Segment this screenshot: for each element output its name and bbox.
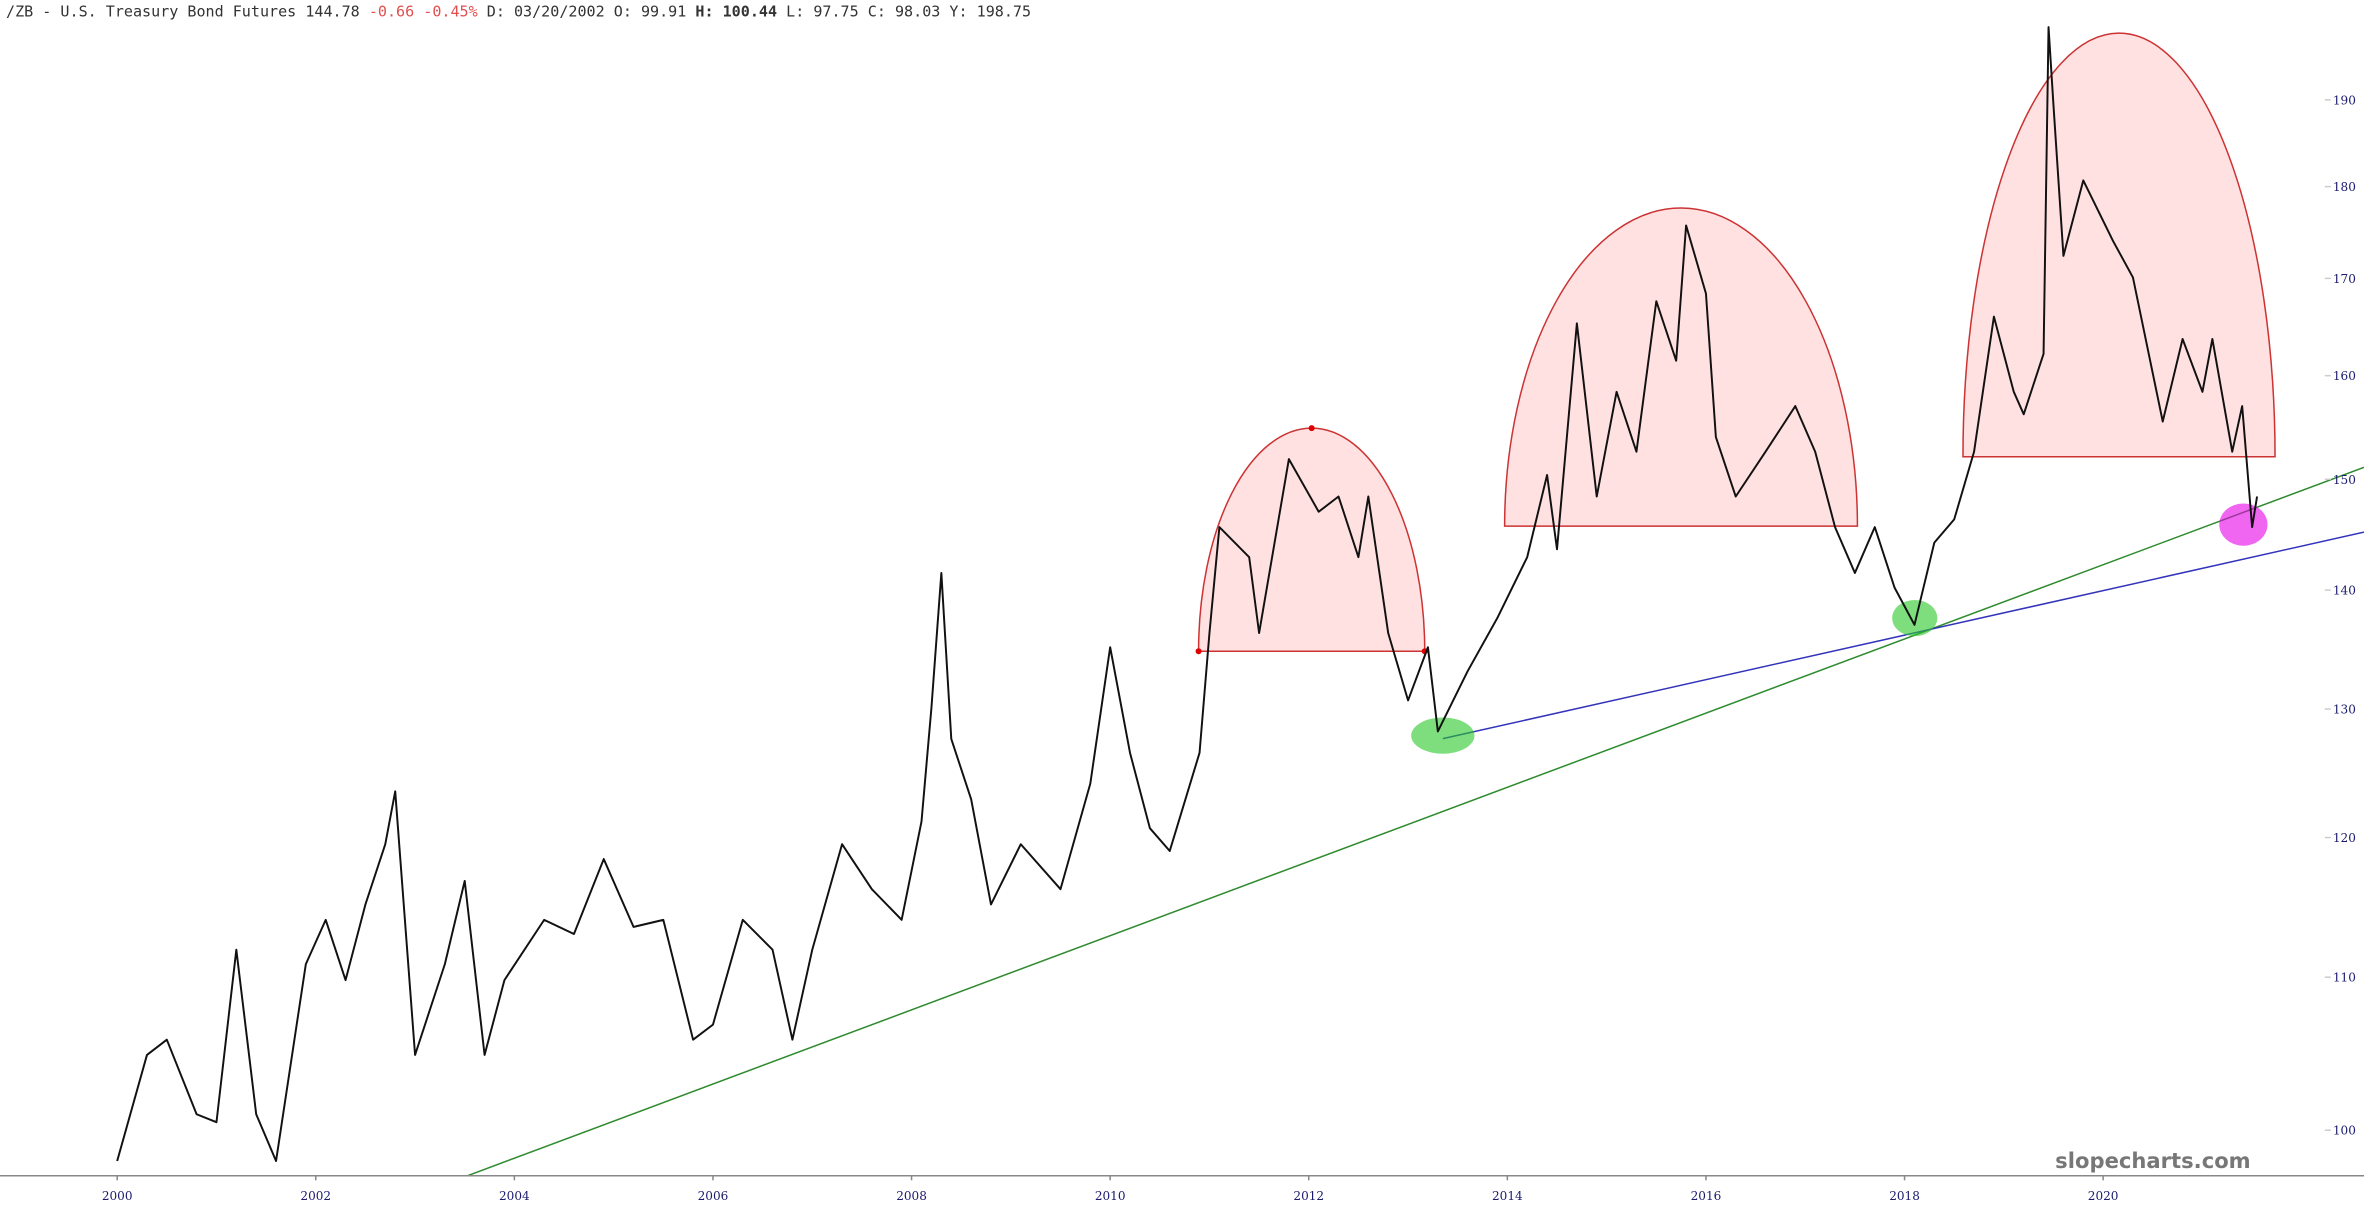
annotations [467,32,2364,1177]
change-pct: -0.45% [423,3,477,21]
change: -0.66 [369,3,414,21]
y-tick-label: 110 [2333,971,2356,985]
dome [1503,207,1859,527]
x-tick-label: 2002 [300,1189,331,1203]
x-tick-label: 2010 [1095,1189,1126,1203]
open: 99.91 [641,3,686,21]
x-tick-label: 2016 [1691,1189,1722,1203]
price-line [116,26,2259,1162]
chart-header: /ZB - U.S. Treasury Bond Futures 144.78 … [6,3,1031,21]
x-tick-label: 2020 [2088,1189,2119,1203]
x-tick-label: 2008 [896,1189,927,1203]
x-tick-label: 2000 [102,1189,133,1203]
watermark: slopecharts.com [2055,1148,2250,1173]
y-tick-label: 160 [2333,369,2356,383]
open-label: O: [614,3,632,21]
y-tick-label: 180 [2333,180,2356,194]
high-label: H: [695,3,713,21]
low: 97.75 [813,3,858,21]
close: 98.03 [895,3,940,21]
y-value: 198.75 [977,3,1031,21]
low-label: L: [786,3,804,21]
x-tick-label: 2012 [1293,1189,1324,1203]
x-tick-label: 2006 [698,1189,729,1203]
last: 144.78 [305,3,359,21]
date: 03/20/2002 [514,3,605,21]
close-label: C: [868,3,886,21]
x-tick-label: 2004 [499,1189,530,1203]
y-tick-label: 130 [2333,703,2356,717]
handle [1195,648,1202,655]
highlight [1892,599,1938,637]
trend-line [1442,531,2364,740]
y-tick-label: 120 [2333,831,2356,845]
handle [1308,425,1315,432]
date-label: D: [487,3,505,21]
y-tick-label: 170 [2333,272,2356,286]
symbol: /ZB - U.S. Treasury Bond Futures [6,3,296,21]
y-tick-label: 140 [2333,584,2356,598]
highlight [2219,503,2268,546]
y-tick-label: 150 [2333,473,2356,487]
y-tick-label: 100 [2333,1124,2356,1138]
highlight [1411,717,1475,754]
high: 100.44 [723,3,777,21]
x-tick-label: 2018 [1889,1189,1920,1203]
x-tick-label: 2014 [1492,1189,1523,1203]
y-label: Y: [949,3,967,21]
y-tick-label: 190 [2333,93,2356,107]
trend-line [467,466,2364,1177]
dome [1962,32,2276,458]
